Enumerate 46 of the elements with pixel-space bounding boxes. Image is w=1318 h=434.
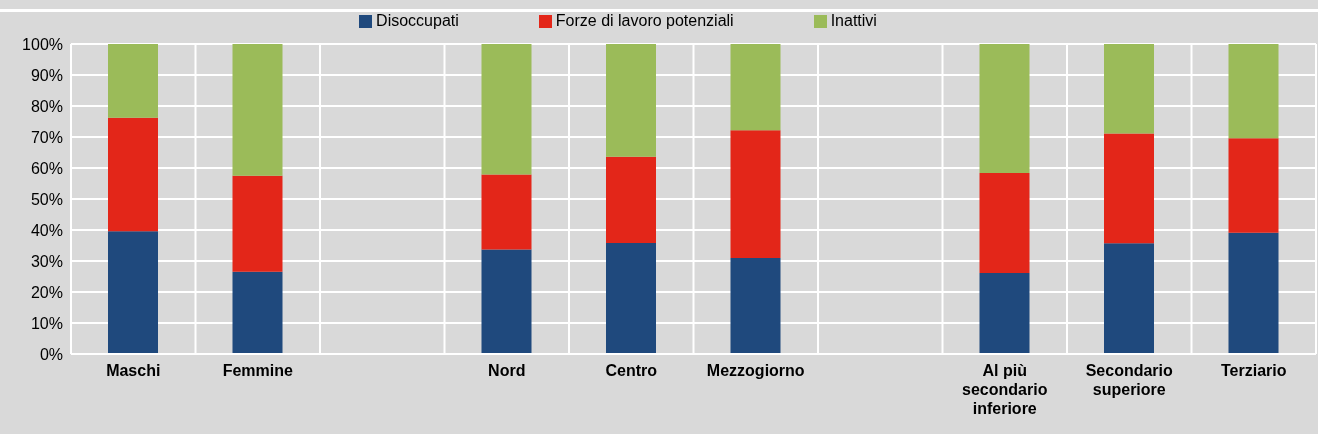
x-tick-label: Nord	[488, 362, 526, 379]
y-tick-label: 40%	[30, 221, 63, 239]
bar	[108, 231, 158, 354]
bar	[979, 44, 1030, 173]
bar	[108, 44, 158, 118]
y-tick-label: 90%	[30, 66, 63, 84]
bar	[606, 243, 656, 354]
y-tick-label: 20%	[30, 283, 63, 301]
bar	[1104, 243, 1154, 354]
bar	[1228, 44, 1279, 139]
bar	[1104, 133, 1154, 244]
bar	[606, 44, 656, 157]
y-tick-label: 70%	[30, 128, 63, 146]
bar	[730, 130, 781, 258]
bar	[481, 174, 532, 250]
bar	[232, 44, 283, 176]
legend-label: Forze di lavoro potenziali	[555, 12, 734, 29]
legend-label: Inattivi	[830, 12, 877, 29]
y-tick-label: 60%	[30, 159, 63, 177]
bar	[108, 117, 158, 232]
x-tick-label: Centro	[605, 362, 658, 379]
x-tick-label: Terziario	[1221, 362, 1287, 379]
bar	[606, 156, 656, 244]
x-tick-label: Maschi	[106, 362, 161, 379]
legend-label: Disoccupati	[376, 12, 459, 29]
bar	[1228, 138, 1279, 233]
bar	[979, 172, 1030, 274]
y-tick-label: 50%	[30, 190, 63, 208]
x-tick-label: Secondario superiore	[1085, 362, 1174, 398]
y-tick-label: 30%	[30, 252, 63, 270]
x-tick-label: Al più secondario inferiore	[962, 362, 1048, 417]
bar	[1104, 44, 1154, 134]
bar	[481, 44, 532, 175]
bar	[481, 249, 532, 354]
bar	[232, 271, 283, 354]
x-tick-label: Mezzogiorno	[706, 362, 805, 379]
y-tick-label: 10%	[30, 314, 63, 332]
bar	[730, 257, 781, 354]
y-tick-label: 100%	[22, 35, 63, 53]
bar	[730, 44, 781, 131]
bar	[232, 175, 283, 272]
x-tick-label: Femmine	[222, 362, 293, 379]
y-tick-label: 80%	[30, 97, 63, 115]
bar	[1228, 232, 1279, 354]
bar	[979, 273, 1030, 354]
y-tick-label: 0%	[39, 345, 63, 363]
